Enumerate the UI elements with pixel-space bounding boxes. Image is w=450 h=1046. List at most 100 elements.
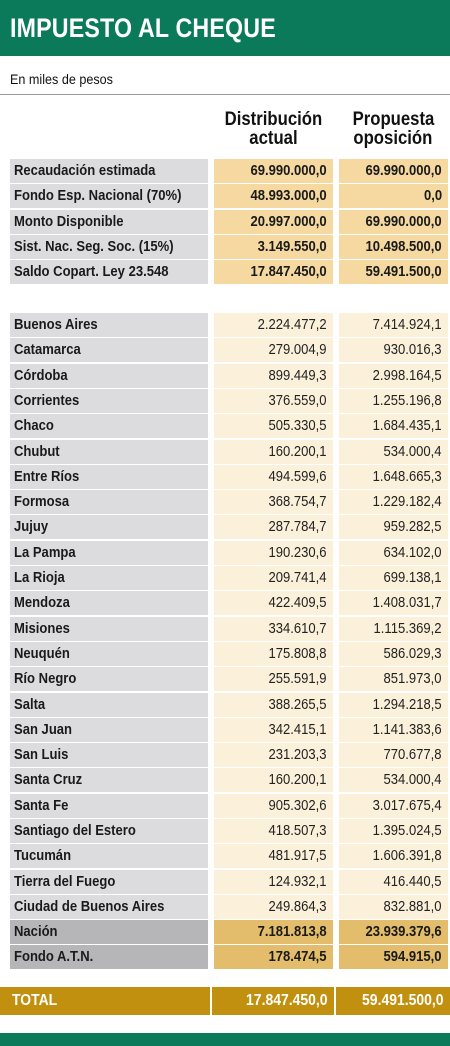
proposal-value: 416.440,5 <box>339 869 448 894</box>
proposal-value: 1.395.024,5 <box>339 819 448 843</box>
actual-value: 209.741,4 <box>214 566 333 590</box>
actual-value: 279.004,9 <box>214 338 333 363</box>
table-row: Jujuy 287.784,7 959.282,5 <box>0 515 450 540</box>
actual-value: 160.200,1 <box>214 768 333 793</box>
actual-value: 287.784,7 <box>214 515 333 540</box>
table-row: Saldo Copart. Ley 23.548 17.847.450,0 59.4… <box>0 260 450 285</box>
column-header-proposal: Propuesta oposición <box>338 110 448 148</box>
actual-value: 422.409,5 <box>214 591 333 616</box>
table-row: Recaudación estimada 69.990.000,0 69.990.0… <box>0 159 450 183</box>
table-row: San Luis 231.203,3 770.677,8 <box>0 743 450 768</box>
table-row: Fondo A.T.N. 178.474,5 594.915,0 <box>0 945 450 970</box>
actual-value: 505.330,5 <box>214 414 333 439</box>
row-label: San Juan <box>10 717 208 742</box>
row-label: Río Negro <box>10 667 208 692</box>
table-row: Chubut 160.200,1 534.000,4 <box>0 439 450 464</box>
proposal-value: 851.973,0 <box>339 667 448 692</box>
proposal-value: 1.141.383,6 <box>339 717 448 742</box>
proposal-value: 699.138,1 <box>339 566 448 590</box>
proposal-value: 930.016,3 <box>339 338 448 363</box>
proposal-value: 534.000,4 <box>339 768 448 793</box>
row-label: Nación <box>10 920 208 944</box>
table-row: Entre Ríos 494.599,6 1.648.665,3 <box>0 464 450 489</box>
proposal-value: 1.294.218,5 <box>339 692 448 717</box>
proposal-value: 23.939.379,6 <box>339 920 448 944</box>
table-row: Santa Fe 905.302,6 3.017.675,4 <box>0 793 450 818</box>
row-label: Misiones <box>10 616 208 641</box>
proposal-value: 1.606.391,8 <box>339 844 448 869</box>
actual-value: 905.302,6 <box>214 793 333 818</box>
table-row: Salta 388.265,5 1.294.218,5 <box>0 692 450 717</box>
subtitle-divider <box>0 94 450 95</box>
table-row: Buenos Aires 2.224.477,2 7.414.924,1 <box>0 313 450 337</box>
table-row: Misiones 334.610,7 1.115.369,2 <box>0 616 450 641</box>
row-label: Tierra del Fuego <box>10 869 208 894</box>
row-label: Santa Fe <box>10 793 208 818</box>
proposal-value: 3.017.675,4 <box>339 793 448 818</box>
row-label: Tucumán <box>10 844 208 869</box>
row-label: Córdoba <box>10 363 208 388</box>
table-row: Corrientes 376.559,0 1.255.196,8 <box>0 388 450 413</box>
actual-value: 7.181.813,8 <box>214 920 333 944</box>
proposal-value: 634.102,0 <box>339 540 448 565</box>
proposal-value: 770.677,8 <box>339 743 448 768</box>
table-row: Santiago del Estero 418.507,3 1.395.024,5 <box>0 819 450 843</box>
row-label: La Pampa <box>10 540 208 565</box>
column-header-actual-line1: Distribución <box>224 109 322 130</box>
proposal-value: 1.229.182,4 <box>339 490 448 515</box>
actual-value: 249.864,3 <box>214 894 333 919</box>
table-row: Chaco 505.330,5 1.684.435,1 <box>0 414 450 439</box>
proposal-value: 586.029,3 <box>339 641 448 666</box>
actual-value: 481.917,5 <box>214 844 333 869</box>
row-label: San Luis <box>10 743 208 768</box>
actual-value: 190.230,6 <box>214 540 333 565</box>
units-subtitle: En miles de pesos <box>10 71 113 87</box>
actual-value: 899.449,3 <box>214 363 333 388</box>
table-row: La Rioja 209.741,4 699.138,1 <box>0 566 450 590</box>
total-label: TOTAL <box>0 987 210 1015</box>
actual-value: 20.997.000,0 <box>214 209 333 234</box>
row-label: Mendoza <box>10 591 208 616</box>
table-row: San Juan 342.415,1 1.141.383,6 <box>0 717 450 742</box>
row-label: La Rioja <box>10 566 208 590</box>
table-row: Tierra del Fuego 124.932,1 416.440,5 <box>0 869 450 894</box>
actual-value: 368.754,7 <box>214 490 333 515</box>
row-label: Chubut <box>10 439 208 464</box>
bottom-bar <box>0 1033 450 1046</box>
actual-value: 255.591,9 <box>214 667 333 692</box>
actual-value: 160.200,1 <box>214 439 333 464</box>
proposal-value: 1.648.665,3 <box>339 464 448 489</box>
row-label: Recaudación estimada <box>10 159 208 183</box>
table-row: Tucumán 481.917,5 1.606.391,8 <box>0 844 450 869</box>
actual-value: 494.599,6 <box>214 464 333 489</box>
row-label: Santa Cruz <box>10 768 208 793</box>
actual-value: 376.559,0 <box>214 388 333 413</box>
proposal-value: 1.684.435,1 <box>339 414 448 439</box>
proposal-value: 10.498.500,0 <box>339 234 448 259</box>
table-row: Córdoba 899.449,3 2.998.164,5 <box>0 363 450 388</box>
proposal-value: 534.000,4 <box>339 439 448 464</box>
row-label: Fondo A.T.N. <box>10 945 208 970</box>
table-row: Sist. Nac. Seg. Soc. (15%) 3.149.550,0 10.… <box>0 234 450 259</box>
proposal-value: 1.408.031,7 <box>339 591 448 616</box>
proposal-value: 959.282,5 <box>339 515 448 540</box>
proposal-value: 832.881,0 <box>339 894 448 919</box>
row-label: Ciudad de Buenos Aires <box>10 894 208 919</box>
total-actual-value: 17.847.450,0 <box>212 987 334 1015</box>
actual-value: 388.265,5 <box>214 692 333 717</box>
actual-value: 334.610,7 <box>214 616 333 641</box>
row-label: Sist. Nac. Seg. Soc. (15%) <box>10 234 208 259</box>
row-label: Fondo Esp. Nacional (70%) <box>10 184 208 209</box>
column-header-actual-line2: actual <box>248 128 298 149</box>
table-row: Formosa 368.754,7 1.229.182,4 <box>0 490 450 515</box>
row-label: Neuquén <box>10 641 208 666</box>
table-row: La Pampa 190.230,6 634.102,0 <box>0 540 450 565</box>
table-row: Santa Cruz 160.200,1 534.000,4 <box>0 768 450 793</box>
table-row: Ciudad de Buenos Aires 249.864,3 832.881,0 <box>0 894 450 919</box>
row-label: Entre Ríos <box>10 464 208 489</box>
actual-value: 175.808,8 <box>214 641 333 666</box>
row-label: Salta <box>10 692 208 717</box>
proposal-value: 69.990.000,0 <box>339 209 448 234</box>
actual-value: 2.224.477,2 <box>214 313 333 337</box>
proposal-value: 2.998.164,5 <box>339 363 448 388</box>
